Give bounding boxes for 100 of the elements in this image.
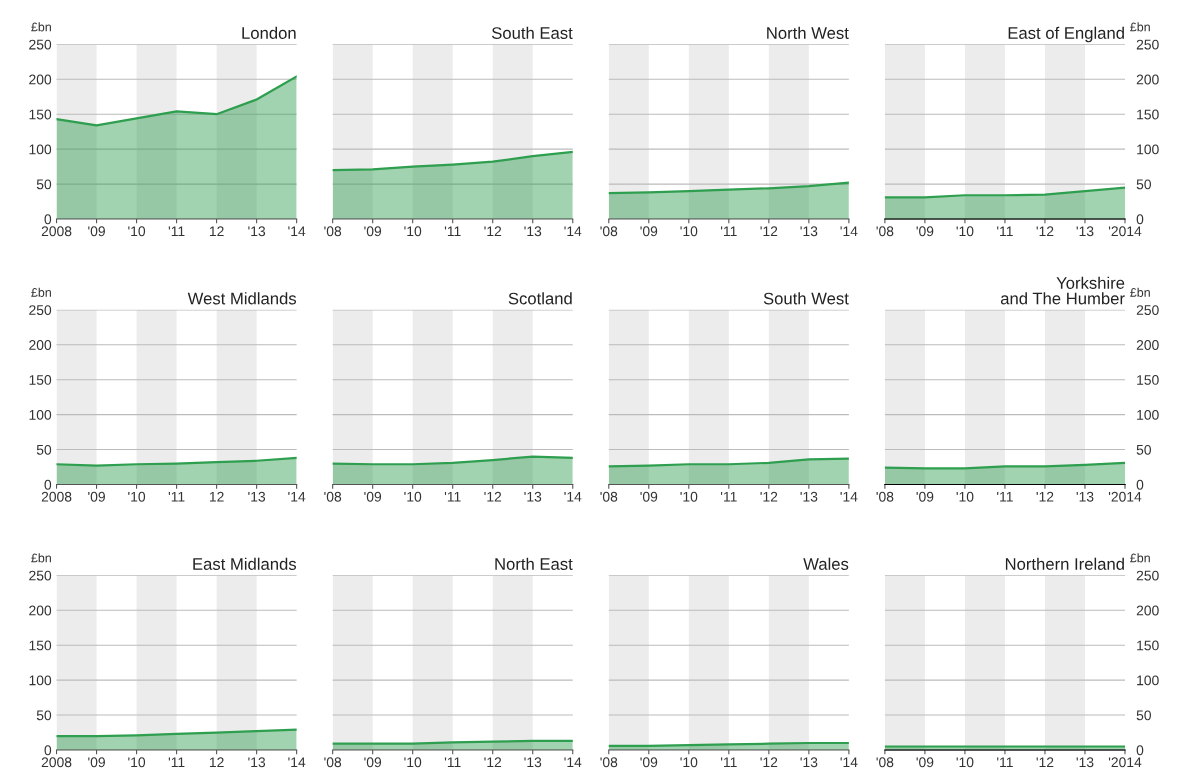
y-tick-label: 150	[29, 640, 52, 651]
x-tick-label: 2008	[41, 491, 72, 502]
y2-tick-label: 200	[1136, 74, 1159, 85]
y-tick-label: 200	[29, 605, 52, 616]
y-tick-label: 200	[29, 74, 52, 85]
x-tick-label: '13	[524, 757, 542, 768]
x-tick-label: '09	[916, 757, 934, 768]
x-tick-label: '08	[876, 226, 894, 237]
x-tick-label: '10	[956, 226, 974, 237]
y-tick-label: 250	[29, 570, 52, 581]
x-tick-label: '13	[248, 757, 266, 768]
x-tick-label: '13	[248, 226, 266, 237]
chart-title: London	[242, 26, 296, 39]
x-tick-label: '09	[88, 226, 105, 237]
y-tick-label: 0	[44, 745, 52, 756]
x-tick-label: '12	[1036, 491, 1054, 502]
chart-title: Yorkshire and The Humber	[1000, 276, 1125, 305]
x-tick-label: '10	[404, 757, 422, 768]
x-tick-label: '10	[128, 757, 146, 768]
x-tick-label: '09	[88, 491, 105, 502]
x-tick-label: '09	[916, 226, 934, 237]
x-tick-label: '12	[760, 757, 778, 767]
x-tick-label: '2014	[1108, 757, 1142, 768]
y2-tick-label: 100	[1137, 675, 1159, 686]
x-tick-label: '10	[680, 226, 698, 237]
x-tick-label: '11	[720, 491, 737, 502]
x-tick-label: '14	[840, 226, 858, 237]
x-tick-label: '2014	[1108, 226, 1142, 237]
y-tick-label: 100	[29, 144, 52, 155]
y2-tick-label: 50	[1136, 444, 1152, 455]
y-tick-label: 250	[29, 39, 52, 50]
y2-axis-title: £bn	[1130, 553, 1150, 563]
x-tick-label: '10	[680, 757, 698, 768]
x-tick-label: '14	[288, 757, 306, 767]
y-tick-label: 150	[29, 375, 52, 385]
x-tick-label: '11	[997, 226, 1013, 237]
x-tick-label: '09	[640, 226, 658, 237]
chart-title: East Midlands	[193, 557, 297, 570]
y2-axis-title: £bn	[1130, 287, 1150, 297]
y-tick-label: 150	[29, 109, 52, 120]
x-tick-label: '13	[800, 491, 818, 502]
x-tick-label: '09	[916, 491, 934, 502]
x-tick-label: '12	[484, 491, 502, 502]
x-tick-label: '11	[720, 757, 737, 767]
x-tick-label: '10	[680, 491, 698, 502]
y2-tick-label: 200	[1136, 340, 1159, 350]
chart-title: North West	[767, 26, 849, 39]
y2-tick-label: 150	[1137, 109, 1159, 120]
chart-title: East of England	[1008, 26, 1124, 43]
y-axis-title: £bn	[31, 287, 51, 297]
x-tick-label: '11	[444, 226, 461, 237]
x-tick-label: '2014	[1108, 491, 1142, 502]
x-tick-label: '11	[444, 757, 461, 767]
x-tick-label: '09	[640, 491, 658, 502]
y2-tick-label: 200	[1136, 605, 1159, 616]
y2-tick-label: 100	[1137, 409, 1159, 420]
x-tick-label: 2008	[41, 757, 72, 768]
x-tick-label: 12	[209, 757, 224, 767]
x-tick-label: '14	[840, 491, 858, 502]
x-tick-label: '10	[404, 226, 422, 237]
x-tick-label: '12	[1036, 226, 1054, 237]
x-tick-label: '08	[600, 757, 618, 768]
x-tick-label: '09	[364, 491, 382, 502]
x-tick-label: '14	[840, 757, 858, 767]
x-tick-label: '10	[128, 226, 146, 237]
x-tick-label: '14	[564, 757, 582, 767]
y2-tick-label: 250	[1136, 39, 1159, 50]
chart-title: Northern Ireland	[1005, 557, 1124, 570]
chart-title: Wales	[803, 557, 849, 570]
x-tick-label: '09	[640, 757, 658, 768]
y2-tick-label: 0	[1136, 214, 1144, 225]
x-tick-label: '13	[1076, 491, 1094, 502]
y2-tick-label: 150	[1137, 640, 1159, 651]
x-tick-label: '13	[248, 491, 266, 502]
x-tick-label: '10	[956, 757, 974, 768]
y2-axis-title: £bn	[1130, 22, 1150, 32]
y-axis-title: £bn	[31, 553, 51, 563]
y2-tick-label: 50	[1136, 179, 1152, 190]
x-tick-label: '13	[524, 226, 542, 237]
x-tick-label: '13	[800, 226, 818, 237]
y-tick-label: 100	[29, 409, 52, 420]
y-tick-label: 50	[36, 179, 52, 190]
y2-tick-label: 50	[1136, 710, 1152, 721]
chart-title: North East	[495, 557, 573, 570]
x-tick-label: '14	[288, 226, 306, 237]
x-tick-label: '12	[484, 226, 502, 237]
y-tick-label: 250	[29, 305, 52, 316]
x-tick-label: '08	[324, 491, 342, 502]
chart-title: West Midlands	[187, 292, 297, 305]
x-tick-label: '11	[168, 226, 185, 237]
x-tick-label: '13	[1076, 226, 1094, 237]
x-tick-label: '11	[997, 491, 1013, 502]
chart-title: Scotland	[508, 292, 572, 305]
y2-tick-label: 250	[1136, 570, 1159, 581]
y2-tick-label: 0	[1136, 479, 1144, 490]
x-tick-label: '12	[760, 491, 778, 502]
x-tick-label: '12	[760, 226, 778, 237]
x-tick-label: '11	[720, 226, 737, 237]
x-tick-label: '08	[876, 491, 894, 502]
y-tick-label: 0	[44, 479, 52, 490]
